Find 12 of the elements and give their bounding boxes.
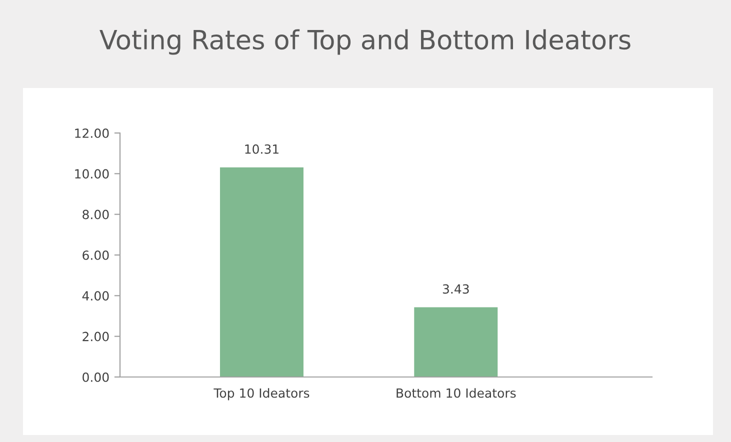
y-tick-label: 10.00 [75, 169, 109, 179]
x-tick-label: Top 10 Ideators [214, 388, 310, 400]
x-tick-label: Bottom 10 Ideators [396, 388, 516, 398]
y-tick-label: 12.00 [75, 128, 109, 138]
data-label: 3.43 [442, 284, 469, 294]
data-label: 10.31 [245, 144, 278, 154]
y-tick-label: 0.00 [82, 372, 109, 382]
y-tick-label: 2.00 [82, 332, 109, 342]
y-tick-label: 6.00 [82, 250, 109, 260]
y-tick-label: 8.00 [82, 210, 109, 220]
y-tick-label: 4.00 [82, 291, 109, 301]
chart-title: Voting Rates of Top and Bottom Ideators [100, 29, 630, 55]
